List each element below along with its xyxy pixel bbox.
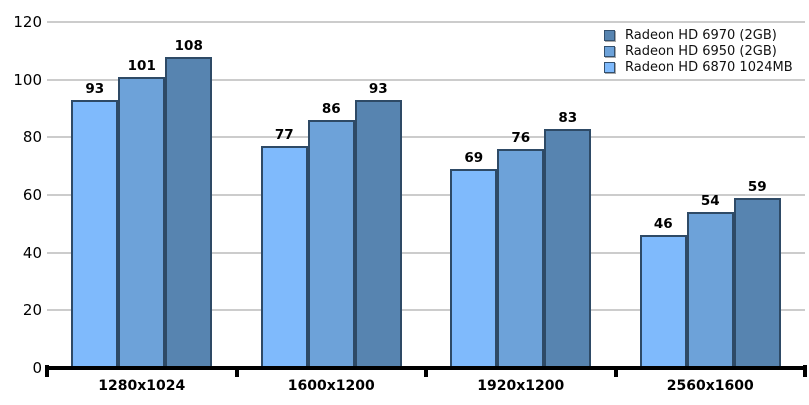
x-axis-tick: [424, 366, 428, 377]
bar-series0-group2: [544, 128, 592, 368]
bar-series0-group1: [354, 99, 402, 368]
bar-series2-group2: [450, 169, 498, 368]
bar-value-label: 86: [321, 101, 341, 118]
y-axis-tick-label: 80: [22, 128, 42, 147]
bar-value-label: 69: [464, 150, 484, 167]
y-axis-tick-label: 120: [13, 13, 42, 31]
bar-series2-group1: [260, 145, 308, 368]
bar-value-label: 59: [747, 178, 767, 195]
bar-series2-group3: [639, 235, 687, 368]
legend-item: Radeon HD 6870 1024MB: [604, 61, 793, 74]
gridline: [47, 251, 805, 254]
gridline: [47, 194, 805, 196]
bar-value-label: 83: [558, 109, 578, 126]
bar-series0-group3: [733, 197, 781, 368]
gridline: [47, 78, 805, 81]
y-axis-tick-label: 40: [22, 243, 42, 262]
legend-item-label: Radeon HD 6950 (2GB): [625, 44, 777, 59]
x-axis-tick: [234, 366, 239, 377]
bar-series1-group3: [686, 212, 734, 368]
legend-swatch-icon: [604, 30, 615, 41]
bar-value-label: 46: [653, 216, 673, 233]
y-axis-tick-label: 100: [13, 70, 42, 89]
x-axis-category-label: 1600x1200: [287, 378, 375, 394]
bar-series1-group2: [497, 148, 545, 368]
x-axis-category-label: 2560x1600: [666, 378, 754, 394]
bar-value-label: 76: [511, 129, 531, 146]
x-axis-tick: [45, 365, 49, 377]
legend: Radeon HD 6970 (2GB) Radeon HD 6950 (2GB)…: [604, 29, 793, 74]
y-axis-tick-label: 20: [22, 301, 42, 320]
bar-value-label: 108: [174, 37, 203, 54]
bar-value-label: 54: [700, 193, 720, 210]
gridline: [47, 136, 805, 139]
bar-series0-group0: [165, 56, 213, 368]
x-axis-tick: [803, 365, 807, 377]
bar-value-label: 93: [368, 80, 388, 97]
bar-series1-group1: [307, 120, 355, 368]
legend-swatch-icon: [604, 46, 615, 57]
y-axis-tick-label: 60: [22, 186, 42, 204]
gridline: [47, 309, 805, 312]
y-axis-tick-label: 0: [32, 359, 42, 377]
x-axis-tick: [613, 366, 618, 377]
legend-swatch-icon: [604, 62, 615, 73]
legend-item: Radeon HD 6970 (2GB): [604, 29, 793, 42]
bar-value-label: 77: [274, 126, 294, 143]
gridline: [47, 21, 805, 23]
bar-value-label: 93: [85, 80, 105, 97]
bar-series2-group0: [71, 99, 119, 368]
legend-item: Radeon HD 6950 (2GB): [604, 45, 793, 58]
x-axis-category-label: 1280x1024: [98, 378, 186, 394]
x-axis-category-label: 1920x1200: [477, 378, 565, 394]
legend-item-label: Radeon HD 6970 (2GB): [625, 28, 777, 43]
legend-item-label: Radeon HD 6870 1024MB: [625, 60, 793, 75]
bar-series1-group0: [118, 76, 166, 368]
bar-value-label: 101: [127, 57, 156, 74]
